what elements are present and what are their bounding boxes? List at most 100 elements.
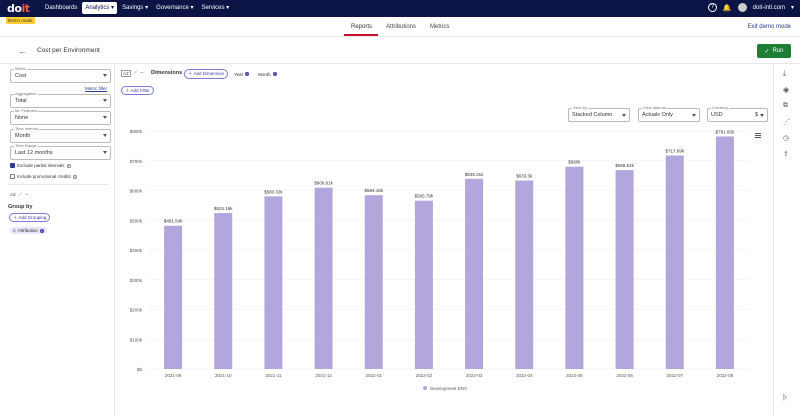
bell-icon[interactable]: 🔔 <box>722 4 732 12</box>
time-interval-select[interactable]: Time interval Month <box>10 126 111 143</box>
collapse-panel-icon[interactable]: |‹ <box>783 394 788 401</box>
check-icon: ✓ <box>764 48 770 55</box>
caret-down-icon <box>622 114 626 117</box>
trend-icon[interactable]: ⟋ <box>133 70 137 75</box>
avatar[interactable] <box>737 3 747 12</box>
wave-icon[interactable]: ∼ <box>24 192 29 197</box>
export-icon[interactable]: ⇪ <box>783 151 789 158</box>
share-icon[interactable]: ⋰ <box>783 119 790 126</box>
caret-down-icon <box>760 114 764 117</box>
data-label: $481.54k <box>164 219 183 224</box>
bar <box>264 196 283 369</box>
ml-features-select[interactable]: ML Features None <box>10 108 111 125</box>
y-tick-label: $0 <box>137 367 143 372</box>
currency-select[interactable]: Currency USD $ <box>707 105 768 122</box>
y-tick-label: $600k <box>130 189 143 194</box>
nav-governance[interactable]: Governance ▾ <box>156 5 194 11</box>
tab-reports[interactable]: Reports <box>351 24 373 30</box>
data-label: $639.31k <box>465 172 484 177</box>
x-tick-label: 2021-10 <box>215 373 232 378</box>
download-icon[interactable]: ⤓ <box>783 70 787 77</box>
x-tick-label: 2021-12 <box>315 373 332 378</box>
bar <box>364 195 383 369</box>
nav-dashboards[interactable]: Dashboards <box>45 5 78 11</box>
caret-down-icon <box>692 114 696 117</box>
back-arrow-icon[interactable]: ← <box>18 46 27 56</box>
y-tick-label: $200k <box>130 308 143 313</box>
info-icon[interactable]: i <box>66 163 71 168</box>
y-tick-label: $700k <box>130 159 143 164</box>
chart-menu-icon[interactable] <box>755 133 761 139</box>
wave-icon[interactable]: ∼ <box>139 70 144 75</box>
include-promo-checkbox[interactable] <box>10 174 15 179</box>
sort-az-icon[interactable]: AZ <box>121 70 131 77</box>
nav-services[interactable]: Services ▾ <box>201 5 230 11</box>
chevron-down-icon[interactable]: ▾ <box>790 5 794 11</box>
dimension-chips: ＋ Add Dimension Year × Month × <box>184 69 280 79</box>
data-label: $633.5k <box>516 174 533 179</box>
data-label: $609.61k <box>314 181 333 186</box>
y-tick-label: $400k <box>130 248 143 253</box>
nav-analytics[interactable]: Analytics ▾ <box>82 2 118 14</box>
close-icon[interactable]: × <box>272 72 277 76</box>
add-dimension-button[interactable]: ＋ Add Dimension <box>184 69 229 79</box>
copy-icon[interactable]: ⧉ <box>783 102 788 109</box>
run-button[interactable]: ✓ Run <box>757 44 791 58</box>
sort-az-icon[interactable]: AZ <box>10 192 16 197</box>
bar <box>715 136 734 369</box>
add-filter-button[interactable]: ＋ Add Filter <box>121 86 154 95</box>
tab-metrics[interactable]: Metrics <box>430 24 450 30</box>
caret-down-icon <box>103 74 107 77</box>
bar <box>615 170 634 369</box>
cost-bar-chart: $0 $100k $200k $300k $400k $500k $600k $700k $80… <box>130 129 750 391</box>
account-name[interactable]: doit-intl.com <box>752 4 785 11</box>
x-tick-label: 2022-05 <box>566 373 583 378</box>
tab-attributions[interactable]: Attributions <box>386 24 417 30</box>
month-chip[interactable]: Month × <box>255 70 280 78</box>
report-config-sidebar: Metric Cost Metric filter Aggregation To… <box>0 64 115 416</box>
dimensions-heading: Dimensions <box>151 70 183 76</box>
data-label: $717.69k <box>665 148 684 153</box>
eye-icon[interactable]: ◉ <box>783 87 790 94</box>
x-tick-label: 2022-01 <box>365 373 382 378</box>
x-tick-label: 2022-06 <box>616 373 633 378</box>
caret-down-icon <box>103 134 107 137</box>
grouping-chip-wrap: ≡ Attribution × <box>10 227 47 234</box>
x-tick-label: 2022-04 <box>516 373 533 378</box>
data-label: $584.16k <box>364 188 383 193</box>
bar <box>314 187 333 369</box>
help-icon[interactable]: ? <box>707 3 717 12</box>
year-chip[interactable]: Year × <box>231 70 253 78</box>
caret-down-icon <box>103 99 107 102</box>
close-icon[interactable]: × <box>39 228 44 233</box>
main-nav: Dashboards Analytics ▾ Savings ▾ Governa… <box>42 2 232 14</box>
metric-select[interactable]: Metric Cost <box>10 66 111 83</box>
exclude-partial-checkbox[interactable] <box>10 163 15 168</box>
legend-label: Development ENV <box>430 386 467 391</box>
time-range-select[interactable]: Time Range Last 12 months <box>10 143 111 160</box>
report-header: ← Cost per Environment ✓ Run <box>0 37 800 64</box>
add-grouping-button[interactable]: ＋ Add Grouping <box>9 213 51 222</box>
close-icon[interactable]: × <box>245 72 250 76</box>
info-icon[interactable]: i <box>72 174 77 179</box>
aggregation-select[interactable]: Aggregation Total <box>10 91 111 108</box>
grouping-view-icons: AZ ⟋ ∼ <box>10 192 29 198</box>
nav-savings[interactable]: Savings ▾ <box>122 5 149 11</box>
x-tick-label: 2021-11 <box>265 373 282 378</box>
data-label: $524.16k <box>214 206 233 211</box>
divider <box>8 184 108 185</box>
data-label: $781.65k <box>716 129 735 134</box>
view-by-select[interactable]: View by Stacked Column <box>568 105 630 122</box>
schedule-clock-icon[interactable]: ◷ <box>783 135 790 142</box>
trend-icon[interactable]: ⟋ <box>18 192 22 197</box>
subtabs-bar: Reports Attributions Metrics <box>0 17 800 37</box>
report-title[interactable]: Cost per Environment <box>37 47 100 54</box>
view-data-select[interactable]: View data as Actuals Only <box>638 105 700 122</box>
doit-logo[interactable]: doit <box>7 2 30 15</box>
metric-filter-link[interactable]: Metric filter <box>85 86 108 91</box>
exit-demo-link[interactable]: Exit demo mode <box>747 24 791 30</box>
bar <box>164 225 183 369</box>
data-label: $565.79k <box>415 194 434 199</box>
attribution-chip[interactable]: ≡ Attribution × <box>10 227 47 234</box>
top-navbar: doit Dashboards Analytics ▾ Savings ▾ Go… <box>0 0 800 17</box>
